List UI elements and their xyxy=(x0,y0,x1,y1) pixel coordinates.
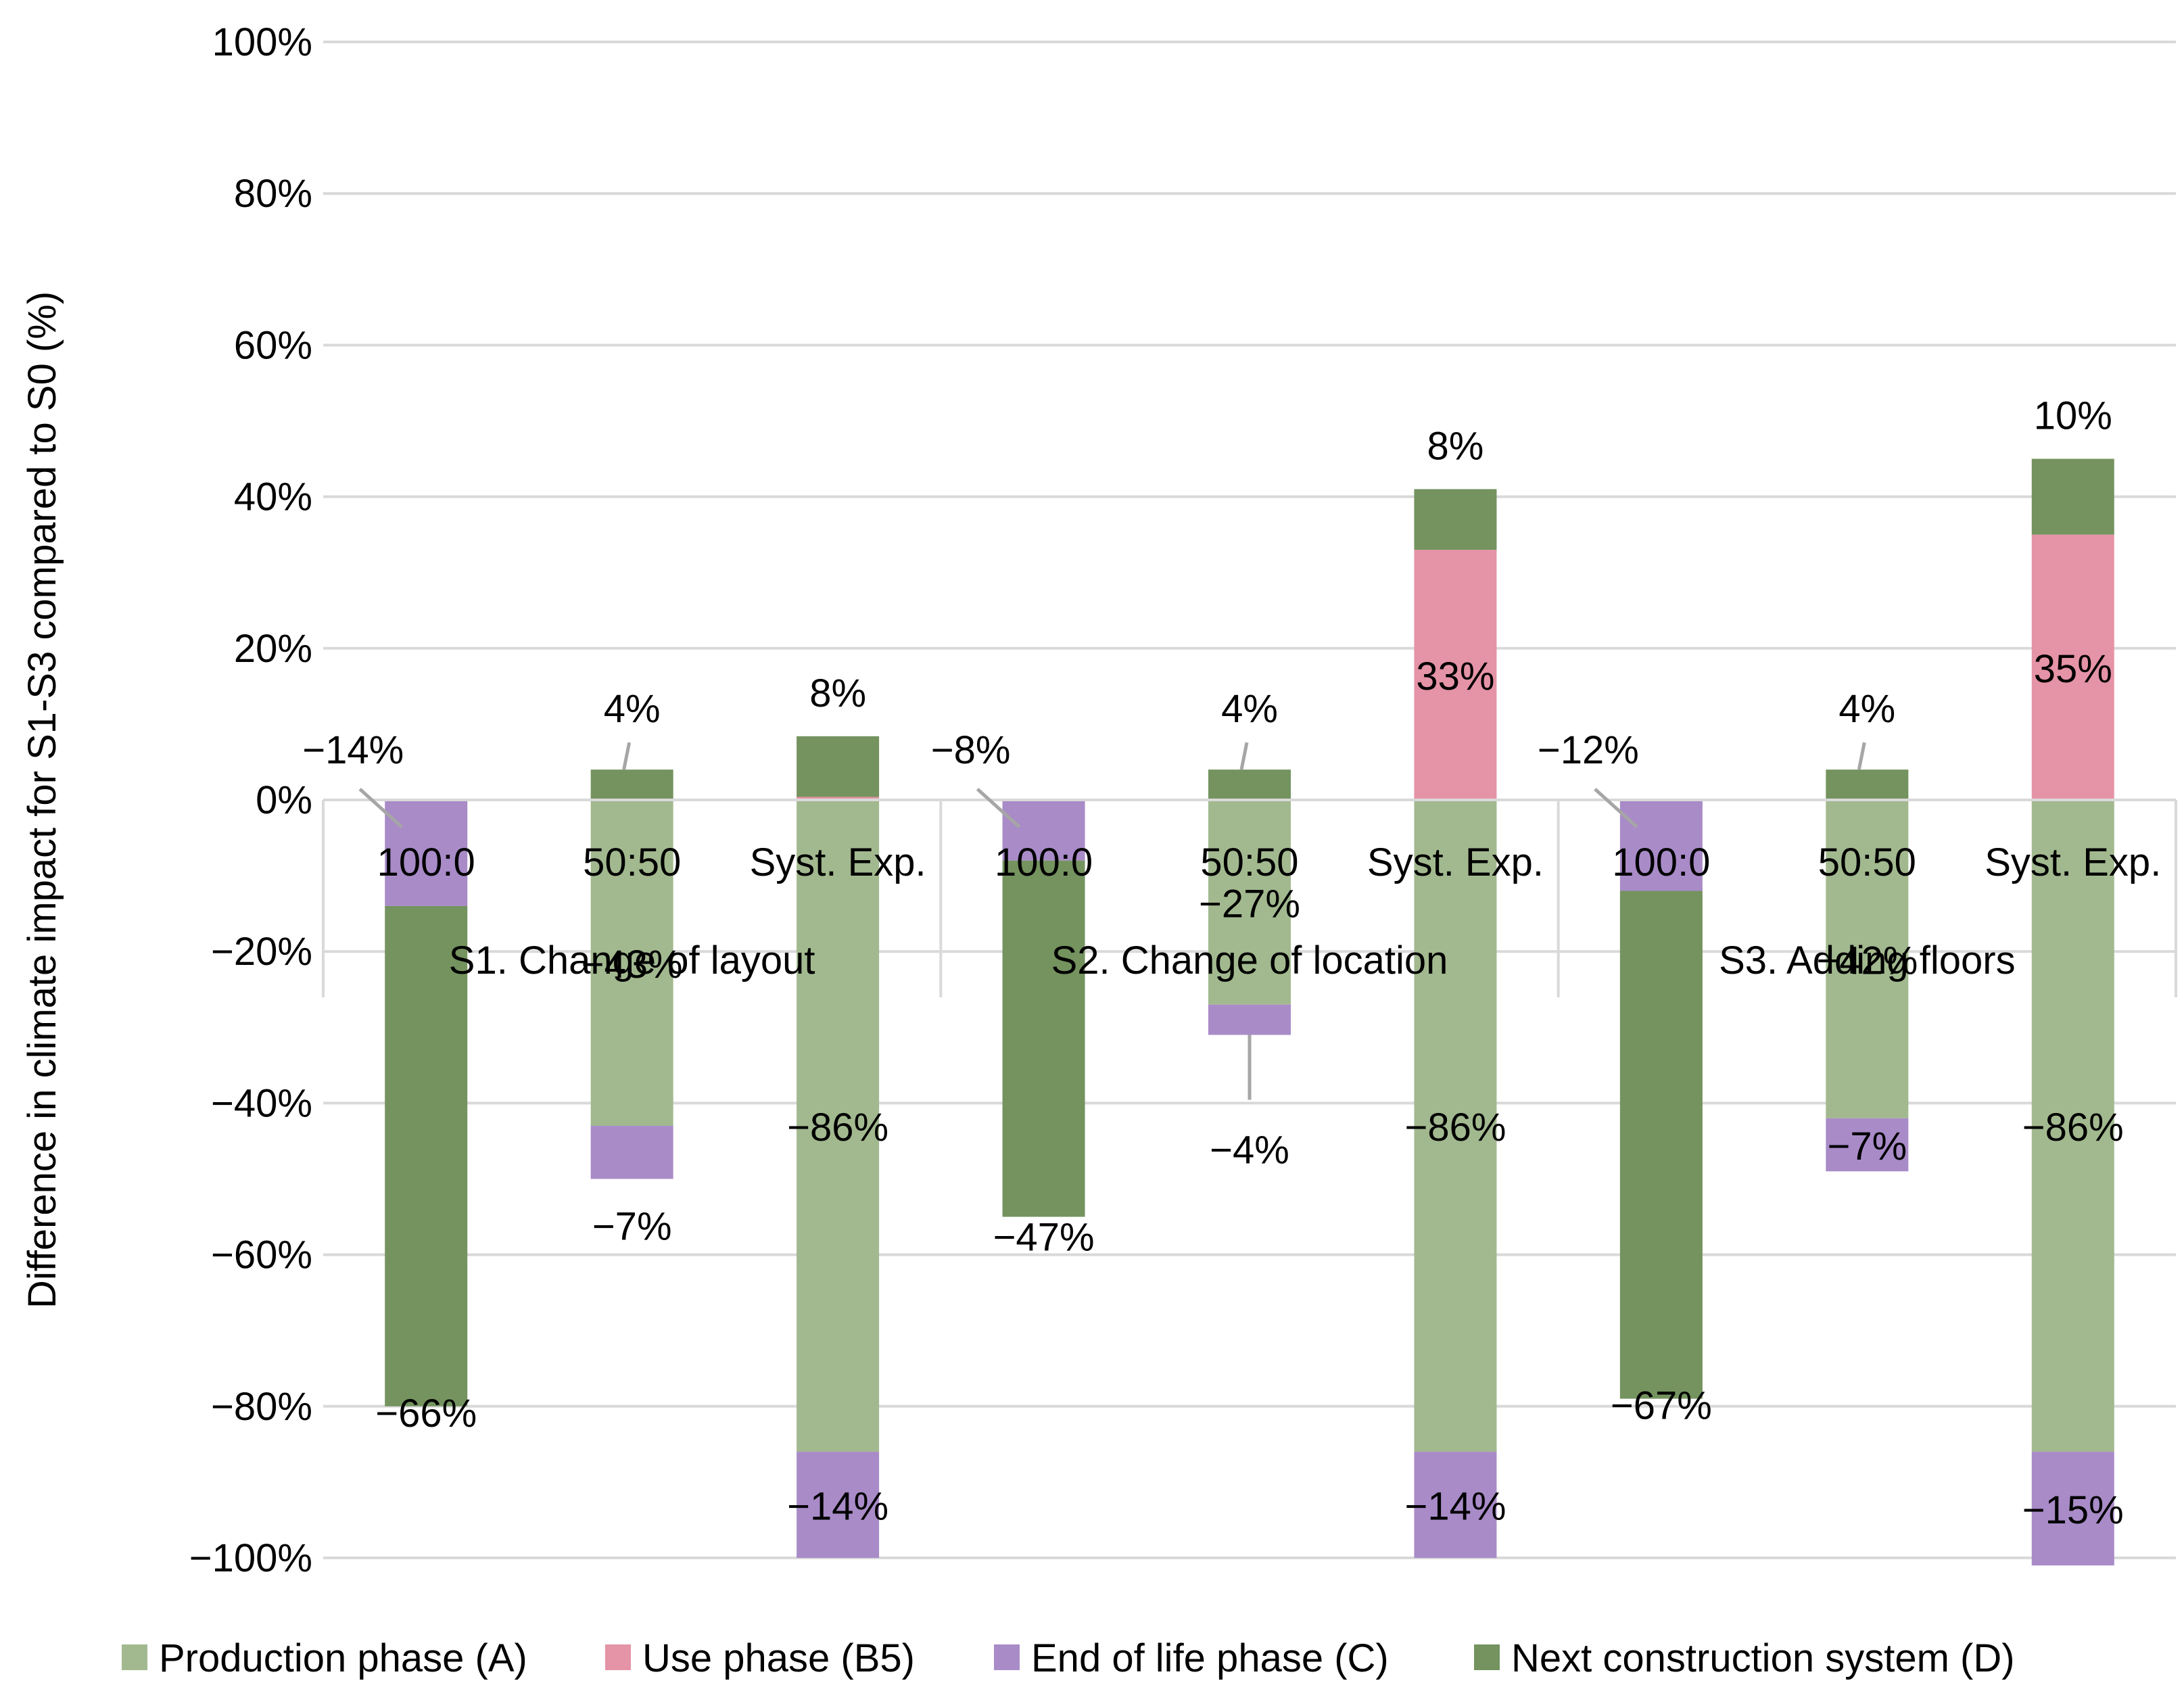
data-label: −8% xyxy=(931,728,1011,772)
bar-segment xyxy=(2031,1452,2114,1566)
category-label: 50:50 xyxy=(583,840,681,884)
y-tick-label: −20% xyxy=(211,930,312,974)
group-label: S2. Change of location xyxy=(1051,939,1448,982)
bar-segment xyxy=(1619,891,1703,1399)
bar-segment xyxy=(797,1452,880,1558)
bar-segment xyxy=(385,905,468,1406)
leader-line xyxy=(622,742,632,770)
legend-swatch xyxy=(1474,1644,1500,1670)
category-label: Syst. Exp. xyxy=(1985,840,2161,884)
data-label: 4% xyxy=(1221,687,1278,731)
legend-label: Production phase (A) xyxy=(159,1636,527,1680)
data-label: 10% xyxy=(2034,394,2112,438)
bar-segment xyxy=(2031,800,2114,1452)
bar-segment xyxy=(1414,550,1497,800)
bar-segment xyxy=(1002,800,1085,861)
y-tick-label: −60% xyxy=(211,1233,312,1277)
data-label: −47% xyxy=(993,1216,1095,1260)
category-label: 100:0 xyxy=(995,840,1093,884)
leader-line xyxy=(1857,742,1866,770)
bar-segment xyxy=(590,800,673,1126)
y-axis-title: Difference in climate impact for S1-S3 c… xyxy=(20,291,64,1308)
category-label: 50:50 xyxy=(1200,840,1298,884)
legend-label: Next construction system (D) xyxy=(1511,1636,2015,1680)
bar-segment xyxy=(1414,800,1497,1452)
bar-segment xyxy=(2031,458,2114,535)
leader-line xyxy=(358,788,403,828)
bar-segment xyxy=(1414,489,1497,550)
group-label: S3. Adding floors xyxy=(1719,939,2016,982)
bar-segment xyxy=(797,797,880,800)
data-label: −67% xyxy=(1611,1384,1712,1428)
bar-segment xyxy=(1826,800,1909,1118)
bar-segment xyxy=(1414,1452,1497,1558)
data-label: −7% xyxy=(1827,1124,1907,1168)
legend-swatch xyxy=(605,1644,631,1670)
bar-segment xyxy=(385,800,468,906)
category-label: 100:0 xyxy=(377,840,475,884)
legend-swatch xyxy=(122,1644,147,1670)
leader-line xyxy=(1239,742,1249,770)
leader-line xyxy=(1594,788,1638,828)
bar-segment xyxy=(1826,769,1909,800)
bar-segment xyxy=(590,769,673,800)
data-label: −14% xyxy=(302,728,404,772)
bar-segment xyxy=(797,800,880,1452)
data-label: −86% xyxy=(2022,1106,2124,1149)
data-label: −14% xyxy=(787,1485,888,1529)
bar-segment xyxy=(1208,1004,1291,1035)
y-tick-label: 100% xyxy=(212,20,312,64)
data-label: −27% xyxy=(1199,882,1300,926)
y-tick-label: 20% xyxy=(234,627,312,671)
y-tick-label: −80% xyxy=(211,1385,312,1429)
data-label: −7% xyxy=(592,1205,672,1249)
data-label: −4% xyxy=(1210,1129,1289,1172)
data-label: −86% xyxy=(1404,1106,1506,1149)
data-label: 4% xyxy=(1838,687,1895,731)
bar-segment xyxy=(590,1126,673,1179)
data-label: −15% xyxy=(2022,1488,2124,1532)
y-tick-label: 0% xyxy=(256,778,312,822)
bar-segment xyxy=(1002,860,1085,1217)
bar-segment xyxy=(1826,1118,1909,1172)
bar-segment xyxy=(2031,534,2114,800)
data-label: 8% xyxy=(1427,424,1484,468)
data-label: 4% xyxy=(604,687,661,731)
y-tick-label: 80% xyxy=(234,172,312,216)
data-label: −42% xyxy=(1816,939,1918,982)
y-tick-label: 40% xyxy=(234,475,312,519)
y-tick-label: −100% xyxy=(189,1536,312,1580)
category-label: Syst. Exp. xyxy=(1367,840,1544,884)
group-label: S1. Change of layout xyxy=(449,939,815,982)
bar-segment xyxy=(797,736,880,797)
data-label: −86% xyxy=(787,1106,888,1149)
data-label: −43% xyxy=(581,943,683,987)
legend-label: End of life phase (C) xyxy=(1031,1636,1389,1680)
category-label: 100:0 xyxy=(1612,840,1710,884)
bar-segment xyxy=(1208,769,1291,800)
bar-segment xyxy=(1619,800,1703,891)
data-label: −66% xyxy=(375,1392,477,1436)
leader-line xyxy=(976,788,1021,828)
data-label: 35% xyxy=(2034,647,2112,691)
y-tick-label: −40% xyxy=(211,1081,312,1125)
data-label: 33% xyxy=(1416,655,1494,698)
data-label: −12% xyxy=(1538,728,1639,772)
y-tick-label: 60% xyxy=(234,323,312,367)
data-label: −14% xyxy=(1404,1485,1506,1529)
category-label: 50:50 xyxy=(1818,840,1916,884)
legend-swatch xyxy=(994,1644,1020,1670)
data-label: 8% xyxy=(809,671,866,715)
category-label: Syst. Exp. xyxy=(750,840,926,884)
bar-segment xyxy=(1208,800,1291,1005)
legend-label: Use phase (B5) xyxy=(642,1636,915,1680)
